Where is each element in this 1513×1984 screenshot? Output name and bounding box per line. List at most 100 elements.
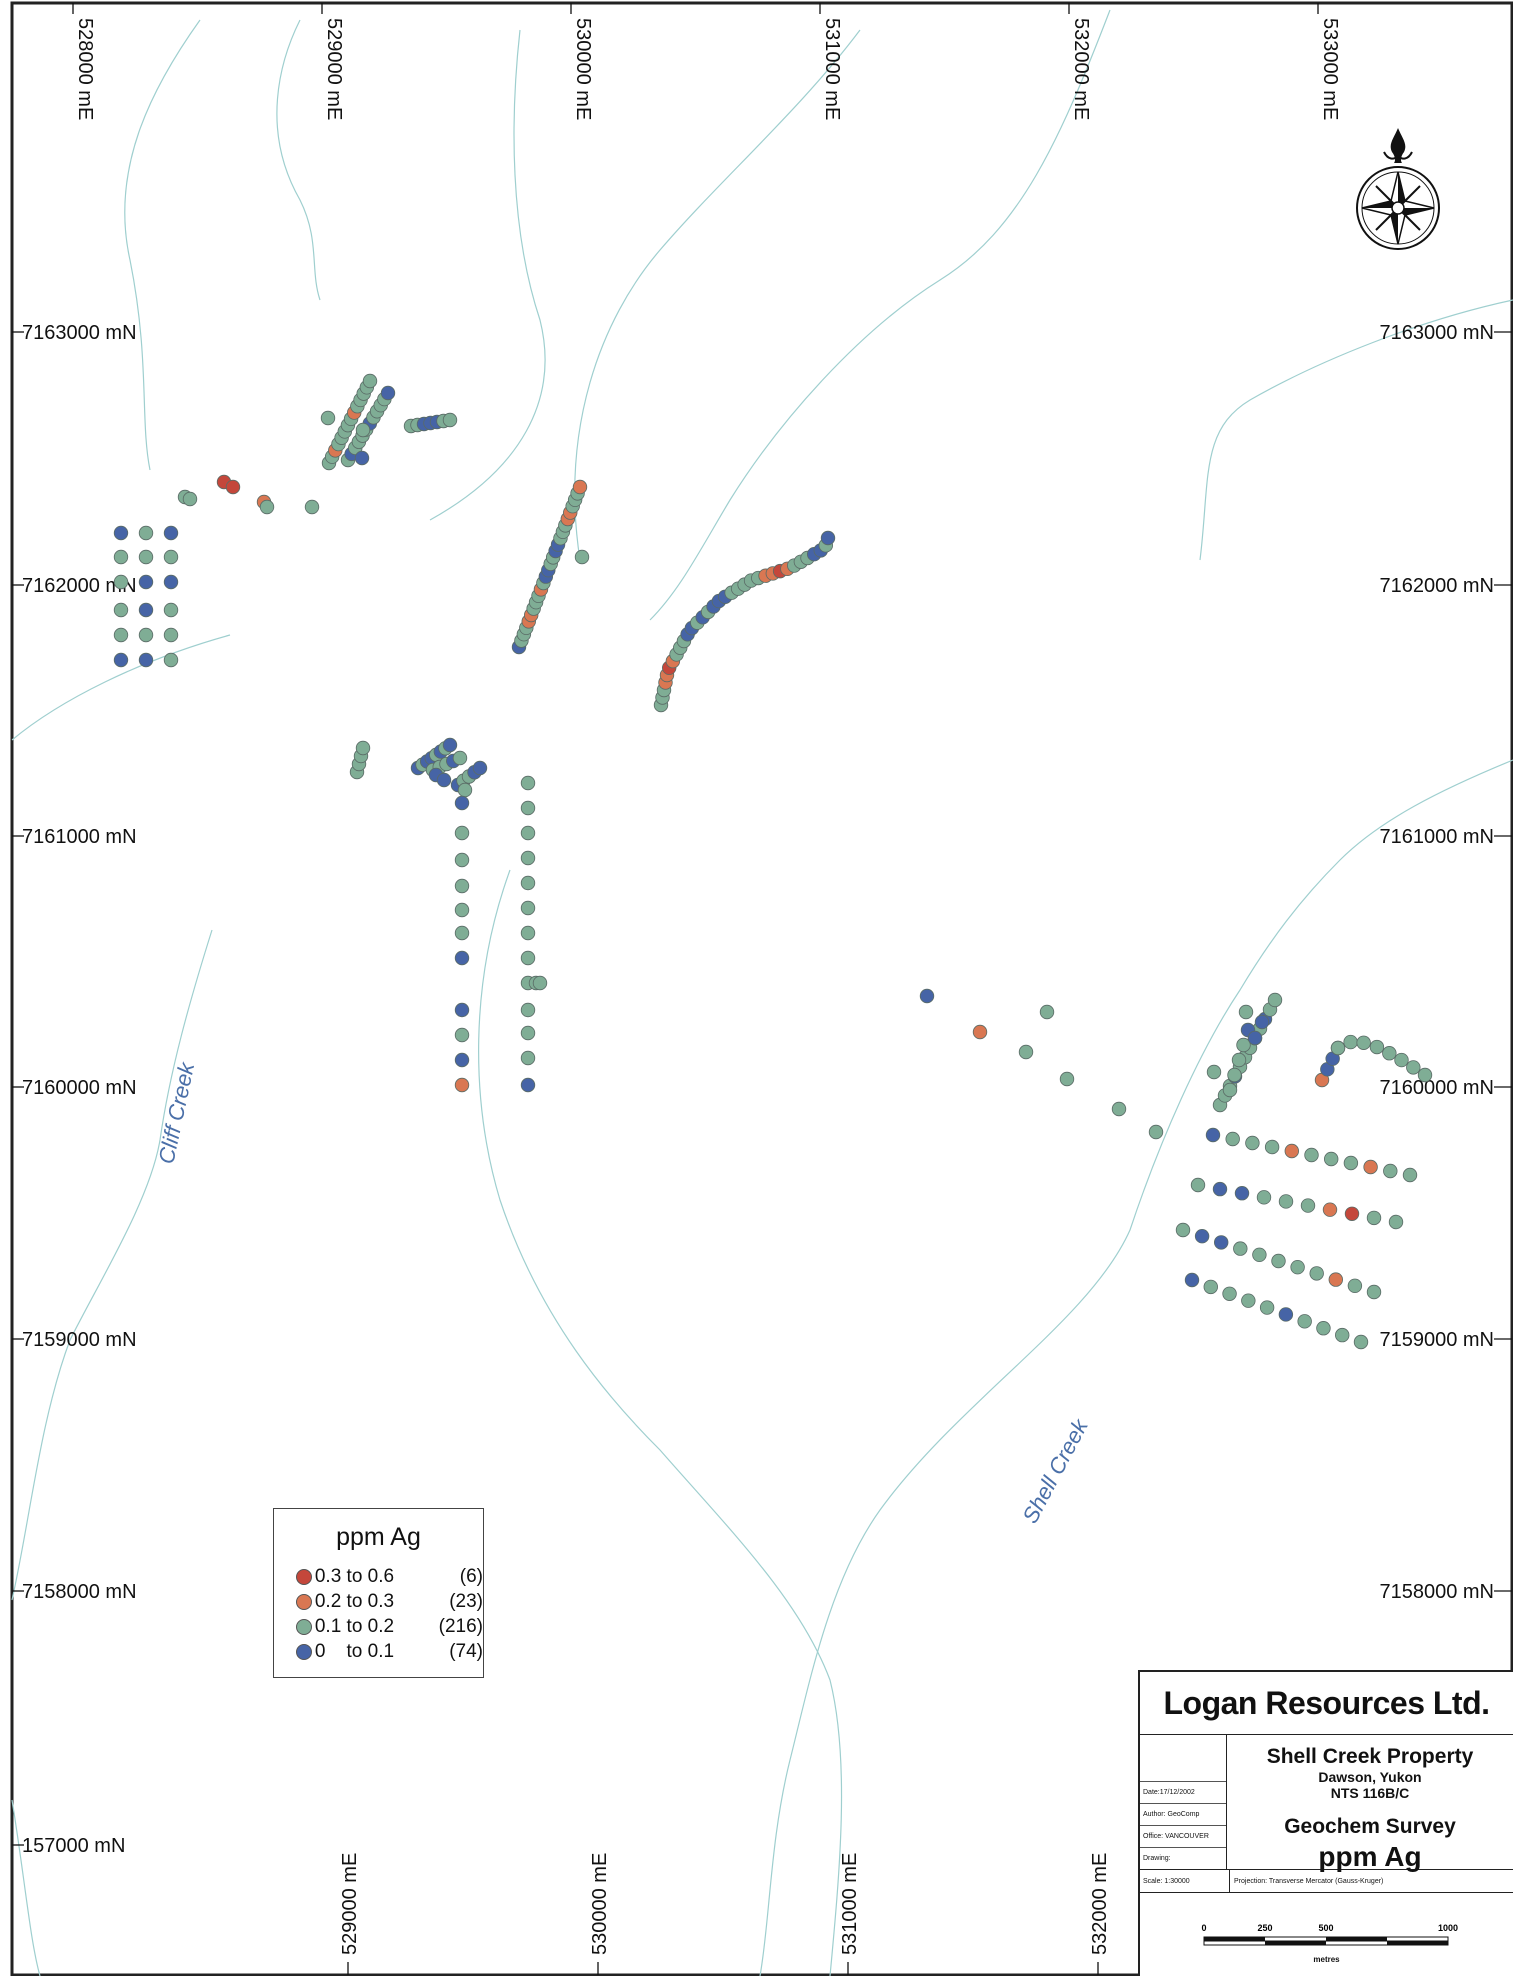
sample-point — [1227, 1067, 1242, 1083]
sample-point — [138, 525, 154, 541]
sample-point — [454, 795, 470, 811]
sample-point — [1335, 1327, 1350, 1343]
sample-point — [454, 1002, 470, 1018]
legend-range: 0.2 to 0.3 — [314, 1590, 395, 1612]
northing-label-right: 7162000 mN — [1379, 575, 1494, 597]
sample-point — [1344, 1206, 1360, 1221]
sample-point — [138, 652, 154, 668]
creek-line — [1199, 299, 1513, 561]
grid-labels: 528000 mE 529000 mE 530000 mE 531000 mE 5320… — [22, 18, 1494, 1955]
sample-point — [1236, 1037, 1251, 1053]
sample-point — [1304, 1147, 1319, 1163]
sample-point — [532, 975, 548, 991]
easting-label-top: 528000 mE — [74, 18, 96, 120]
sample-point — [113, 602, 129, 618]
sample-point — [362, 373, 378, 389]
sample-point — [454, 1052, 470, 1068]
sample-point — [1241, 1293, 1256, 1308]
sample-point — [163, 627, 179, 643]
scale-bar-graphic: 0 250 500 1000 — [1201, 1923, 1458, 1946]
sample-point — [1190, 1177, 1206, 1193]
sample-point — [355, 740, 371, 756]
sample-point — [138, 627, 154, 643]
sample-point — [520, 850, 536, 866]
sample-point — [520, 775, 536, 791]
legend-range: 0.3 to 0.6 — [314, 1565, 395, 1587]
northing-label-right: 7161000 mN — [1379, 826, 1494, 848]
northing-label-right: 7159000 mN — [1379, 1329, 1494, 1351]
sample-point — [1205, 1127, 1221, 1143]
sample-point — [163, 525, 179, 541]
sample-point — [1356, 1035, 1371, 1050]
creek-line — [124, 19, 201, 471]
sample-point — [442, 412, 458, 428]
legend-item: 0.3 to 0.6 (6) — [274, 1564, 483, 1589]
sample-point — [113, 627, 129, 643]
sample-point — [1369, 1039, 1385, 1055]
sample-point — [1259, 1300, 1275, 1315]
sample-point — [163, 602, 179, 618]
creek-line — [759, 759, 1513, 1976]
sample-point — [355, 422, 371, 438]
creek-line — [11, 929, 213, 1601]
legend-swatch — [296, 1643, 312, 1660]
sample-point — [1394, 1052, 1409, 1068]
sample-point — [520, 1050, 536, 1066]
sample-point — [259, 499, 275, 515]
legend-count: (23) — [449, 1590, 483, 1612]
sample-point — [1148, 1124, 1164, 1140]
sample-point — [454, 950, 470, 966]
sample-point — [1271, 1253, 1286, 1269]
legend-rows: 0.3 to 0.6 (6) 0.2 to 0.3 (23) 0.1 to 0.2 (21… — [274, 1564, 483, 1664]
sample-point — [520, 825, 536, 841]
northing-label-left: 7162000 mN — [22, 575, 137, 597]
sample-point — [1245, 1135, 1260, 1151]
legend-count: (216) — [438, 1615, 483, 1637]
sample-point — [520, 1002, 536, 1018]
sample-point — [1343, 1155, 1359, 1171]
sample-point — [1363, 1159, 1378, 1175]
sample-point — [113, 652, 129, 668]
scale-bar-units: metres — [1313, 1955, 1340, 1964]
creek-line — [574, 29, 861, 561]
easting-label-bottom: 530000 mE — [589, 1853, 611, 1955]
creek-line — [11, 634, 231, 741]
sample-point — [1194, 1228, 1210, 1244]
sample-point — [520, 950, 536, 966]
sample-point — [520, 875, 536, 891]
sample-point — [1018, 1044, 1034, 1060]
sample-point — [520, 925, 536, 941]
sample-point — [520, 900, 536, 916]
sample-point — [1039, 1004, 1055, 1020]
sample-point — [380, 385, 396, 401]
creek-line — [11, 1799, 41, 1976]
sample-point — [113, 574, 129, 590]
sample-point — [1238, 1004, 1254, 1020]
easting-label-top: 531000 mE — [821, 18, 843, 120]
sample-point — [113, 525, 129, 541]
sample-point — [442, 737, 458, 753]
legend-item: 0 to 0.1 (74) — [274, 1639, 483, 1664]
sample-point — [1175, 1222, 1191, 1238]
sample-point — [1267, 992, 1283, 1008]
sample-point — [163, 549, 179, 565]
north-arrow-icon — [1356, 128, 1440, 250]
shell-creek-label: Shell Creek — [1017, 1414, 1093, 1527]
sample-point — [1264, 1139, 1280, 1155]
sample-point — [1366, 1210, 1382, 1226]
sample-point — [1247, 1030, 1263, 1046]
sample-point — [454, 902, 470, 918]
sample-point — [304, 499, 320, 515]
sample-point — [520, 1077, 536, 1093]
nts-sheet: NTS 116B/C — [1330, 1785, 1410, 1801]
creek-line — [478, 869, 843, 1976]
date-field: Date:17/12/2002 — [1140, 1781, 1226, 1803]
sample-point — [454, 925, 470, 941]
sample-point — [163, 574, 179, 590]
sample-point — [919, 988, 935, 1004]
sample-point — [1366, 1284, 1382, 1300]
sample-point — [1234, 1186, 1250, 1201]
sample-point — [1111, 1101, 1127, 1117]
easting-label-top: 532000 mE — [1070, 18, 1092, 120]
